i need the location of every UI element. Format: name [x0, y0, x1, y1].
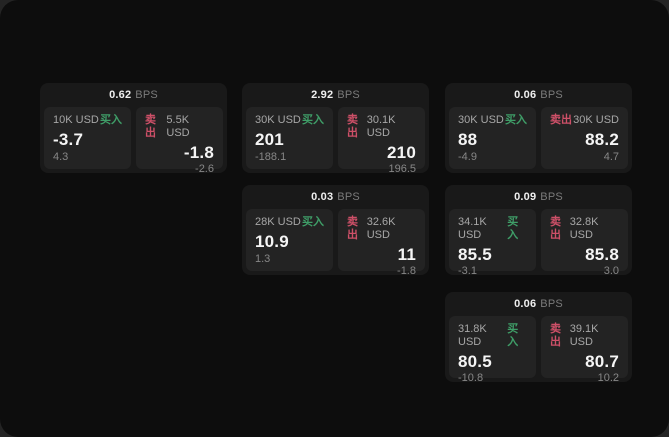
bps-header: 0.06 BPS	[445, 83, 632, 104]
quote-panels: 28K USD 买入 10.9 1.3 卖出 32.6K USD 11 -1.8	[242, 206, 429, 277]
bps-value: 0.06	[514, 298, 537, 310]
quote-panels: 31.8K USD 买入 80.5 -10.8 卖出 39.1K USD 80.…	[445, 313, 632, 384]
bps-unit-label: BPS	[337, 191, 360, 203]
sell-tag: 卖出	[550, 114, 572, 126]
bps-unit-label: BPS	[540, 191, 563, 203]
bps-unit-label: BPS	[540, 298, 563, 310]
buy-size: 31.8K USD	[458, 323, 487, 348]
buy-price: 88	[458, 130, 478, 149]
buy-size: 10K USD	[53, 114, 99, 126]
quote-card-2: 2.92 BPS 30K USD 买入 201 -188.1 卖出 30.1K …	[242, 83, 429, 175]
bps-unit-label: BPS	[135, 89, 158, 101]
quote-card-4: 0.03 BPS 28K USD 买入 10.9 1.3 卖出 32.6K US…	[242, 185, 429, 277]
sell-sub-value: 10.2	[597, 372, 619, 384]
sell-panel[interactable]: 卖出 39.1K USD 80.7 10.2	[541, 316, 628, 384]
quote-card-5: 0.09 BPS 34.1K USD 买入 85.5 -3.1 卖出 32.8K…	[445, 185, 632, 277]
quote-panels: 30K USD 买入 201 -188.1 卖出 30.1K USD 210 1…	[242, 104, 429, 175]
sell-size: 32.6K USD	[366, 216, 396, 241]
quote-card-1: 0.62 BPS 10K USD 买入 -3.7 4.3 卖出 5.5K USD…	[40, 83, 227, 175]
buy-tag: 买入	[507, 323, 519, 348]
quote-card-3: 0.06 BPS 30K USD 买入 88 -4.9 卖出 30K USD 8…	[445, 83, 632, 173]
buy-price: 201	[255, 130, 284, 149]
sell-size: 30.1K USD	[366, 114, 396, 139]
sell-tag: 卖出	[550, 216, 561, 241]
quote-card-6: 0.06 BPS 31.8K USD 买入 80.5 -10.8 卖出 39.1…	[445, 292, 632, 384]
sell-price: 11	[397, 245, 416, 264]
sell-price: 210	[387, 143, 416, 162]
bps-value: 0.09	[514, 191, 537, 203]
buy-size: 30K USD	[458, 114, 504, 126]
sell-panel[interactable]: 卖出 5.5K USD -1.8 -2.6	[136, 107, 223, 175]
bps-value: 0.03	[311, 191, 334, 203]
bps-value: 0.06	[514, 89, 537, 101]
buy-sub-value: -4.9	[458, 151, 477, 163]
sell-tag: 卖出	[145, 114, 156, 139]
sell-panel[interactable]: 卖出 30K USD 88.2 4.7	[541, 107, 628, 169]
bps-header: 0.03 BPS	[242, 185, 429, 206]
bps-header: 0.06 BPS	[445, 292, 632, 313]
bps-header: 0.09 BPS	[445, 185, 632, 206]
buy-panel[interactable]: 34.1K USD 买入 85.5 -3.1	[449, 209, 536, 277]
sell-tag: 卖出	[550, 323, 561, 348]
buy-price: 85.5	[458, 245, 492, 264]
bps-header: 2.92 BPS	[242, 83, 429, 104]
buy-sub-value: -10.8	[458, 372, 484, 384]
sell-price: 80.7	[585, 352, 619, 371]
buy-panel[interactable]: 30K USD 买入 201 -188.1	[246, 107, 333, 169]
buy-panel[interactable]: 30K USD 买入 88 -4.9	[449, 107, 536, 169]
bps-unit-label: BPS	[337, 89, 360, 101]
buy-sub-value: 1.3	[255, 253, 271, 265]
sell-size: 30K USD	[573, 114, 619, 126]
sell-panel[interactable]: 卖出 32.8K USD 85.8 3.0	[541, 209, 628, 277]
sell-tag: 卖出	[347, 216, 358, 241]
buy-size: 28K USD	[255, 216, 301, 228]
quote-panels: 34.1K USD 买入 85.5 -3.1 卖出 32.8K USD 85.8…	[445, 206, 632, 277]
buy-size: 30K USD	[255, 114, 301, 126]
buy-sub-value: -188.1	[255, 151, 287, 163]
buy-size: 34.1K USD	[458, 216, 487, 241]
bps-header: 0.62 BPS	[40, 83, 227, 104]
buy-tag: 买入	[100, 114, 122, 126]
sell-sub-value: 196.5	[388, 163, 416, 175]
sell-size: 5.5K USD	[166, 114, 190, 139]
quote-panels: 10K USD 买入 -3.7 4.3 卖出 5.5K USD -1.8 -2.…	[40, 104, 227, 175]
buy-tag: 买入	[302, 216, 324, 228]
sell-price: -1.8	[183, 143, 214, 162]
buy-panel[interactable]: 10K USD 买入 -3.7 4.3	[44, 107, 131, 169]
buy-sub-value: 4.3	[53, 151, 69, 163]
quote-panels: 30K USD 买入 88 -4.9 卖出 30K USD 88.2 4.7	[445, 104, 632, 173]
buy-sub-value: -3.1	[458, 265, 477, 277]
sell-size: 39.1K USD	[569, 323, 599, 348]
sell-size: 32.8K USD	[569, 216, 599, 241]
buy-tag: 买入	[507, 216, 519, 241]
sell-panel[interactable]: 卖出 32.6K USD 11 -1.8	[338, 209, 425, 277]
sell-panel[interactable]: 卖出 30.1K USD 210 196.5	[338, 107, 425, 175]
bps-value: 2.92	[311, 89, 334, 101]
sell-price: 88.2	[585, 130, 619, 149]
buy-tag: 买入	[505, 114, 527, 126]
buy-price: 10.9	[255, 232, 289, 251]
bps-unit-label: BPS	[540, 89, 563, 101]
buy-price: 80.5	[458, 352, 492, 371]
sell-sub-value: -2.6	[195, 163, 214, 175]
buy-tag: 买入	[302, 114, 324, 126]
sell-sub-value: -1.8	[397, 265, 416, 277]
sell-sub-value: 4.7	[603, 151, 619, 163]
buy-panel[interactable]: 31.8K USD 买入 80.5 -10.8	[449, 316, 536, 384]
buy-panel[interactable]: 28K USD 买入 10.9 1.3	[246, 209, 333, 271]
bps-value: 0.62	[109, 89, 132, 101]
buy-price: -3.7	[53, 130, 84, 149]
sell-sub-value: 3.0	[603, 265, 619, 277]
sell-tag: 卖出	[347, 114, 358, 139]
sell-price: 85.8	[585, 245, 619, 264]
